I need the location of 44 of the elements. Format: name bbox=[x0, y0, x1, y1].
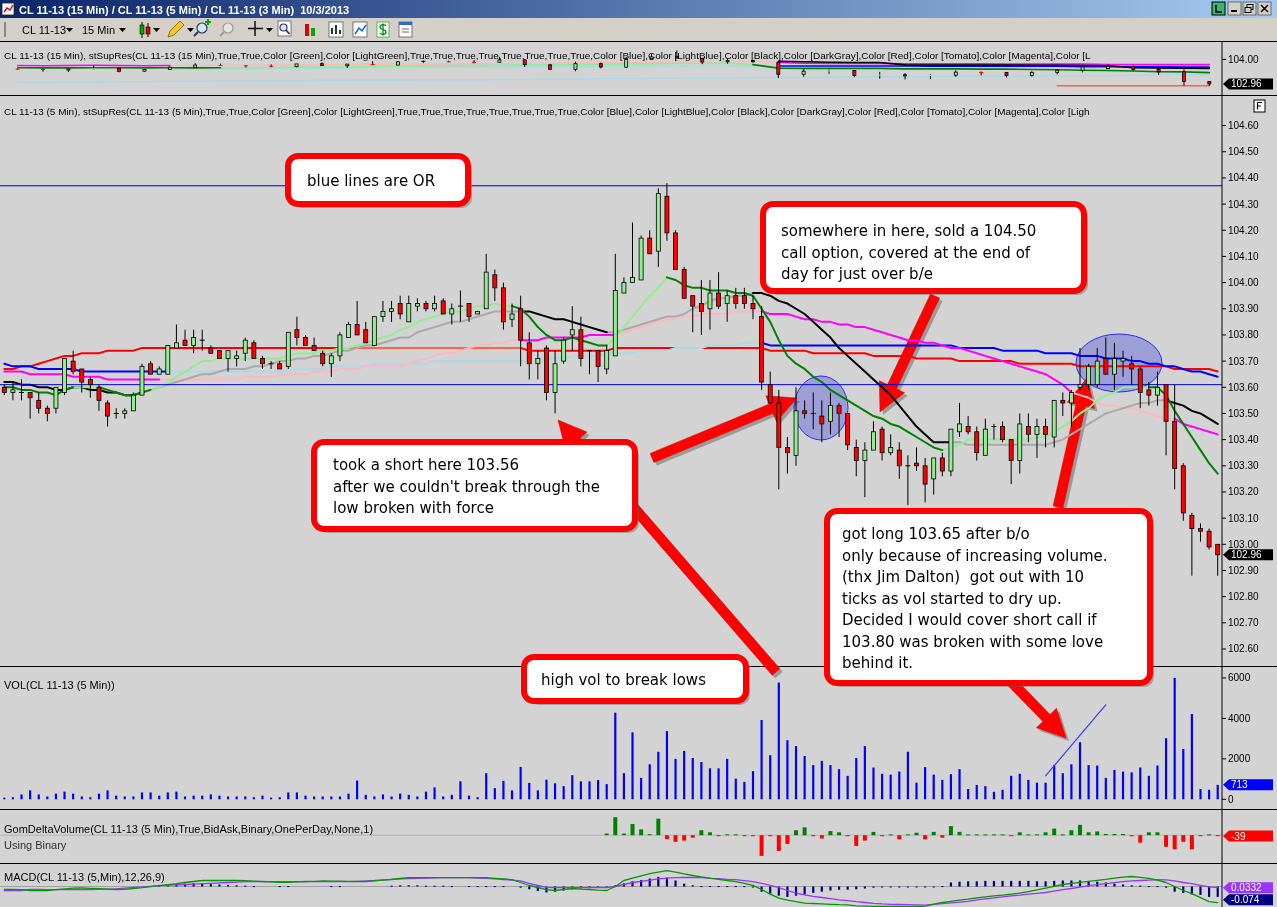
text: CL 11-13 (15 Min) / CL 11-13 (5 Min) / CL 11-13 (3 Min) 10/3/2013 bbox=[19, 3, 350, 16]
y-tick-label: 103.30 bbox=[1228, 460, 1260, 472]
y-tick-label: 103.60 bbox=[1228, 381, 1260, 393]
annotation: blue lines are OR bbox=[307, 172, 436, 190]
text: CL 11-13 bbox=[22, 24, 67, 36]
y-tick-label: 2000 bbox=[1228, 753, 1251, 765]
text: -39 bbox=[1231, 830, 1246, 842]
chart-title: MACD(CL 11-13 (5,Min),12,26,9) bbox=[4, 870, 165, 883]
annotation: took a short here 103.56 after we couldn't break through the low broken with force bbox=[333, 456, 600, 517]
y-tick-label: 102.60 bbox=[1228, 643, 1260, 655]
y-tick-label: 102.90 bbox=[1228, 564, 1260, 576]
y-tick-label: 103.70 bbox=[1228, 355, 1260, 367]
y-tick-label: 103.20 bbox=[1228, 486, 1260, 498]
y-tick-label: 104.40 bbox=[1228, 172, 1260, 184]
text: 713 bbox=[1231, 779, 1249, 791]
y-tick-label: 104.00 bbox=[1228, 277, 1260, 289]
y-tick-label: 104.60 bbox=[1228, 120, 1260, 132]
y-tick-label: 102.70 bbox=[1228, 617, 1260, 629]
y-tick-label: 102.96 bbox=[1231, 78, 1263, 90]
annotation: high vol to break lows bbox=[541, 671, 707, 689]
text: CL 11-13 (5 Min), stSupRes(CL 11-13 (5 Min),True,True,Color [Green],Color [LightGreen],True,True,True,True,True,True,True,True,Color [Blue],Color [LightBlue],Color [Black],Color [DarkGray],Color [Red],Color [Tomato],Color [Magenta],Color [Ligh bbox=[4, 105, 1090, 117]
y-tick-label: 6000 bbox=[1228, 672, 1251, 684]
text: Using Binary bbox=[4, 839, 67, 851]
y-tick-label: 4000 bbox=[1228, 712, 1251, 724]
y-tick-label: 103.90 bbox=[1228, 303, 1260, 315]
y-tick-label: 104.30 bbox=[1228, 198, 1260, 210]
text: -0.074 bbox=[1231, 894, 1260, 906]
text: VOL(CL 11-13 (5 Min)) bbox=[4, 679, 115, 691]
text: GomDeltaVolume(CL 11-13 (5 Min),True,BidAsk,Binary,OnePerDay,None,1) bbox=[4, 823, 374, 835]
y-tick-label: 103.50 bbox=[1228, 407, 1260, 419]
annotation: somewhere in here, sold a 104.50 call option, covered at the end of day for just over b/e bbox=[781, 222, 1037, 283]
y-tick-label: 103.00 bbox=[1228, 538, 1260, 550]
text: 15 Min bbox=[82, 24, 116, 36]
text: 0.0332 bbox=[1231, 882, 1263, 894]
y-tick-label: 103.40 bbox=[1228, 434, 1260, 446]
annotation: got long 103.65 after b/o only because of increasing volume. (thx Jim Dalton) got out with 10 ticks as vol started to dry up. Decided I would cover short call if 103.80 was broken with some love behind it. bbox=[842, 525, 1108, 672]
y-tick-label: 0 bbox=[1228, 793, 1234, 805]
y-tick-label: 104.50 bbox=[1228, 146, 1260, 158]
y-tick-label: 103.80 bbox=[1228, 329, 1260, 341]
y-tick-label: 102.80 bbox=[1228, 591, 1260, 603]
y-tick-label: 104.00 bbox=[1228, 53, 1260, 65]
y-tick-label: 103.10 bbox=[1228, 512, 1260, 524]
y-tick-label: 104.20 bbox=[1228, 224, 1260, 236]
y-tick-label: 104.10 bbox=[1228, 250, 1260, 262]
